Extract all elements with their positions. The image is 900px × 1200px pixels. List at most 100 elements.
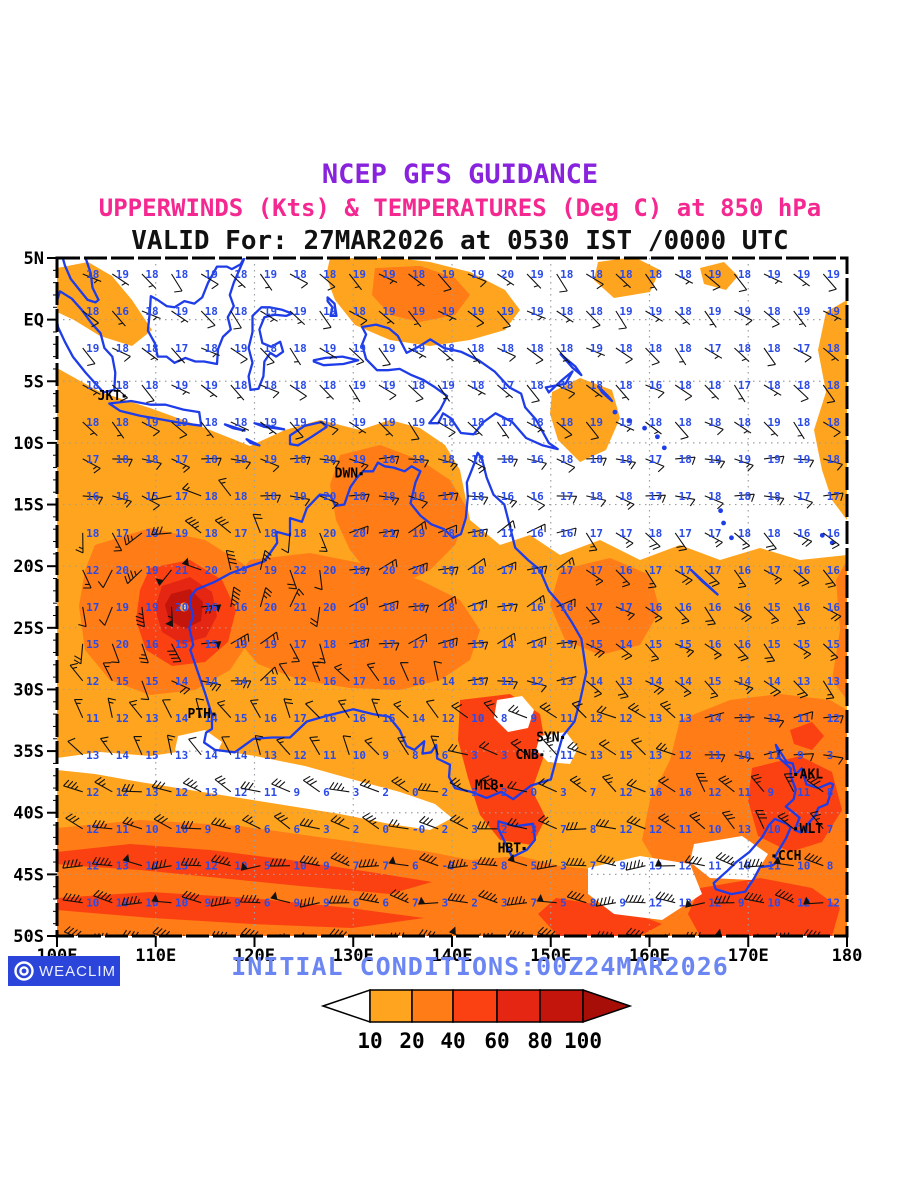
temp-value: 11 [116, 823, 130, 836]
temp-value: 12 [768, 712, 781, 725]
city-dot-dwn [359, 472, 363, 476]
temp-value: 19 [323, 305, 336, 318]
temp-value: 11 [738, 786, 752, 799]
temp-value: 19 [590, 342, 603, 355]
temp-value: 7 [412, 897, 419, 910]
temp-value: 18 [501, 453, 514, 466]
temp-value: 18 [590, 490, 603, 503]
temp-value: 18 [264, 527, 277, 540]
temp-value: 18 [116, 416, 129, 429]
temp-value: 15 [590, 638, 603, 651]
temp-value: 17 [708, 527, 721, 540]
temp-value: 18 [442, 527, 455, 540]
city-dot-hbt [522, 846, 526, 850]
city-label-hbt: HBT [498, 841, 522, 856]
temp-value: 20 [382, 564, 395, 577]
island-dot [661, 445, 667, 451]
temp-value: 19 [353, 564, 366, 577]
temp-value: 2 [501, 823, 508, 836]
temp-value: 16 [531, 601, 545, 614]
city-label-mlb: MLB [475, 779, 499, 794]
temp-value: 3 [531, 823, 538, 836]
temp-value: 19 [442, 379, 455, 392]
temp-value: 12 [86, 564, 99, 577]
temp-value: 17 [738, 379, 751, 392]
temp-value: 19 [797, 305, 810, 318]
temp-value: 3 [501, 749, 508, 762]
lon-tick-label: 180 [832, 946, 863, 966]
temp-value: 10 [353, 749, 366, 762]
temp-value: 18 [294, 342, 307, 355]
temp-value: 18 [323, 268, 336, 281]
temp-value: 17 [294, 712, 307, 725]
temp-value: 17 [116, 527, 129, 540]
temp-value: 18 [797, 379, 810, 392]
temp-value: 16 [531, 527, 545, 540]
temp-value: 5 [531, 860, 538, 873]
temp-value: 18 [205, 416, 218, 429]
temp-value: 16 [323, 712, 337, 725]
temp-value: 7 [531, 897, 538, 910]
temp-value: 18 [86, 379, 99, 392]
temp-value: 19 [145, 601, 158, 614]
temp-value: 19 [175, 379, 188, 392]
temp-value: 19 [412, 416, 425, 429]
temp-value: 18 [619, 379, 632, 392]
coastline [497, 820, 537, 859]
temp-value: 11 [264, 786, 278, 799]
temp-value: 5 [264, 860, 271, 873]
temp-value: 17 [175, 342, 188, 355]
temp-value: 8 [501, 860, 508, 873]
temp-value: 18 [679, 453, 692, 466]
temp-value: 14 [116, 749, 130, 762]
temp-value: 18 [145, 379, 158, 392]
temp-value: 18 [738, 527, 751, 540]
lon-tick-label: 150E [530, 946, 571, 966]
temp-value: 18 [412, 453, 425, 466]
temp-value: 6 [353, 897, 360, 910]
temp-value: 12 [679, 749, 692, 762]
temp-value: 15 [768, 638, 781, 651]
temp-value: 19 [264, 305, 277, 318]
temp-value: 21 [175, 564, 189, 577]
temp-value: 9 [294, 897, 301, 910]
temp-value: 14 [205, 675, 219, 688]
temp-value: 12 [649, 823, 662, 836]
temp-value: 19 [353, 379, 366, 392]
temp-value: 6 [442, 749, 449, 762]
temp-value: 13 [264, 749, 277, 762]
temp-value: 19 [471, 268, 484, 281]
temp-value: 12 [827, 897, 840, 910]
temp-value: 18 [768, 490, 781, 503]
temp-value: 19 [827, 268, 840, 281]
temp-value: 18 [560, 453, 573, 466]
temp-value: 18 [768, 527, 781, 540]
island-dot [819, 532, 825, 538]
temp-value: 13 [560, 675, 573, 688]
city-dot-jkt [122, 394, 126, 398]
temp-value: 18 [501, 342, 514, 355]
temp-value: 11 [797, 786, 811, 799]
temp-value: 16 [738, 601, 752, 614]
temp-value: 9 [234, 897, 241, 910]
temp-value: 17 [797, 342, 810, 355]
temp-value: 8 [590, 823, 597, 836]
temp-value: 16 [649, 601, 663, 614]
temp-value: 7 [590, 786, 597, 799]
temp-value: 17 [501, 379, 514, 392]
temp-value: 18 [294, 268, 307, 281]
temp-value: 15 [768, 601, 781, 614]
temp-value: 19 [797, 268, 810, 281]
temp-value: 14 [708, 712, 722, 725]
temp-value: 13 [86, 749, 99, 762]
temp-value: 10 [708, 823, 721, 836]
temp-value: 17 [234, 527, 247, 540]
temp-value: 6 [382, 897, 389, 910]
coastline [223, 423, 246, 432]
temp-value: 15 [234, 712, 247, 725]
temp-value: 18 [145, 342, 158, 355]
temp-value: 16 [323, 675, 337, 688]
temp-value: 19 [442, 305, 455, 318]
temp-value: 18 [323, 416, 336, 429]
